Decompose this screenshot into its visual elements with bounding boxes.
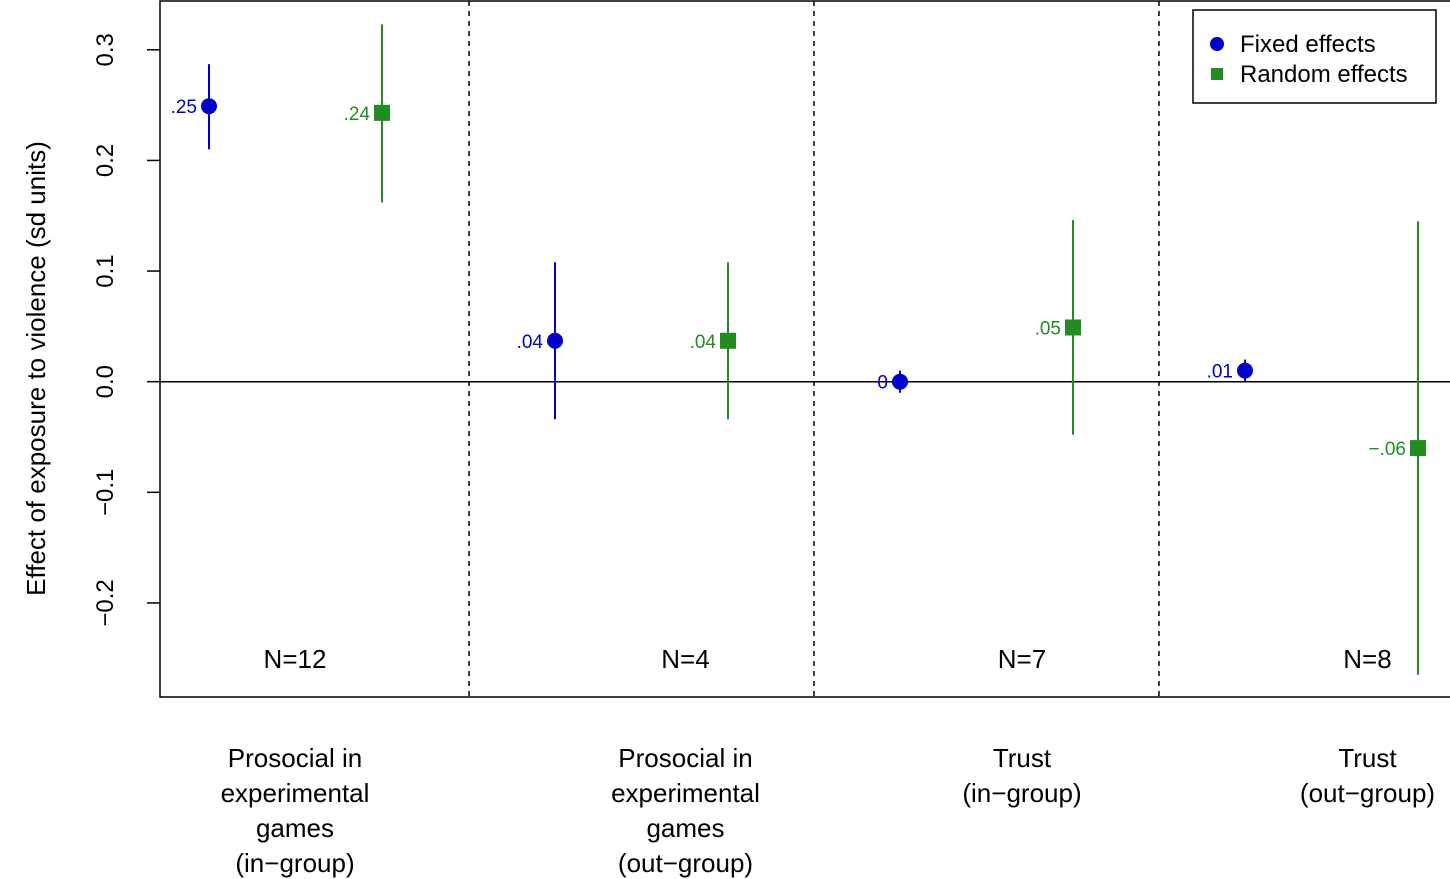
data-point-fixed: [1237, 362, 1253, 379]
data-point-fixed: [201, 98, 217, 115]
data-point-random: [374, 104, 390, 121]
data-point-random: [1410, 440, 1426, 457]
group-n-label: N=8: [1343, 644, 1391, 674]
group-n-label: N=4: [661, 644, 709, 674]
category-label: (out−group): [618, 848, 753, 878]
group-n-label: N=7: [998, 644, 1046, 674]
data-label: .24: [344, 104, 371, 125]
y-axis-label: Effect of exposure to violence (sd units…: [21, 141, 51, 596]
legend-box: [1192, 9, 1437, 104]
y-tick-label: −0.1: [92, 469, 119, 516]
y-tick-label: −0.2: [92, 579, 119, 626]
category-label: experimental: [611, 778, 760, 808]
category-label: Trust: [1338, 743, 1397, 773]
data-label: .04: [690, 332, 717, 353]
plot-frame: [159, 0, 1450, 698]
data-label: .25: [171, 97, 197, 118]
plot-layer: −0.2 −0.1 0.0 0.1 0.2 0.3 Effect of exposure t…: [21, 0, 1450, 878]
data-label: .01: [1207, 362, 1233, 383]
legend-label: Fixed effects: [1240, 31, 1376, 58]
data-point-random: [1065, 319, 1081, 336]
legend-label: Random effects: [1240, 61, 1408, 88]
legend-marker-random: [1211, 68, 1223, 80]
y-tick-label: 0.1: [92, 254, 119, 287]
y-tick-label: 0.0: [92, 365, 119, 398]
category-label: games: [646, 813, 724, 843]
category-label: Trust: [993, 743, 1052, 773]
data-point-fixed: [892, 373, 908, 390]
y-tick-label: 0.2: [92, 144, 119, 177]
group-n-label: N=12: [264, 644, 327, 674]
data-label: .04: [517, 332, 544, 353]
category-label: games: [256, 813, 334, 843]
data-point-random: [720, 332, 736, 349]
category-label: Prosocial in: [618, 743, 752, 773]
data-label: .05: [1035, 318, 1061, 339]
data-point-fixed: [547, 332, 563, 349]
category-label: (in−group): [962, 778, 1081, 808]
category-label: (in−group): [235, 848, 354, 878]
data-label: −.06: [1368, 439, 1406, 460]
category-label: experimental: [221, 778, 370, 808]
category-label: (out−group): [1300, 778, 1435, 808]
data-label: 0: [877, 373, 888, 394]
legend-marker-fixed: [1210, 37, 1224, 51]
y-tick-label: 0.3: [92, 33, 119, 66]
category-label: Prosocial in: [228, 743, 362, 773]
